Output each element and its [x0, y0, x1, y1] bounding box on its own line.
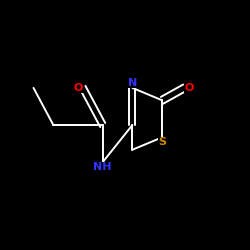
Text: S: S: [158, 137, 166, 147]
Text: O: O: [184, 83, 194, 93]
Text: N: N: [128, 78, 137, 88]
Text: NH: NH: [94, 162, 112, 172]
Text: O: O: [74, 83, 83, 93]
